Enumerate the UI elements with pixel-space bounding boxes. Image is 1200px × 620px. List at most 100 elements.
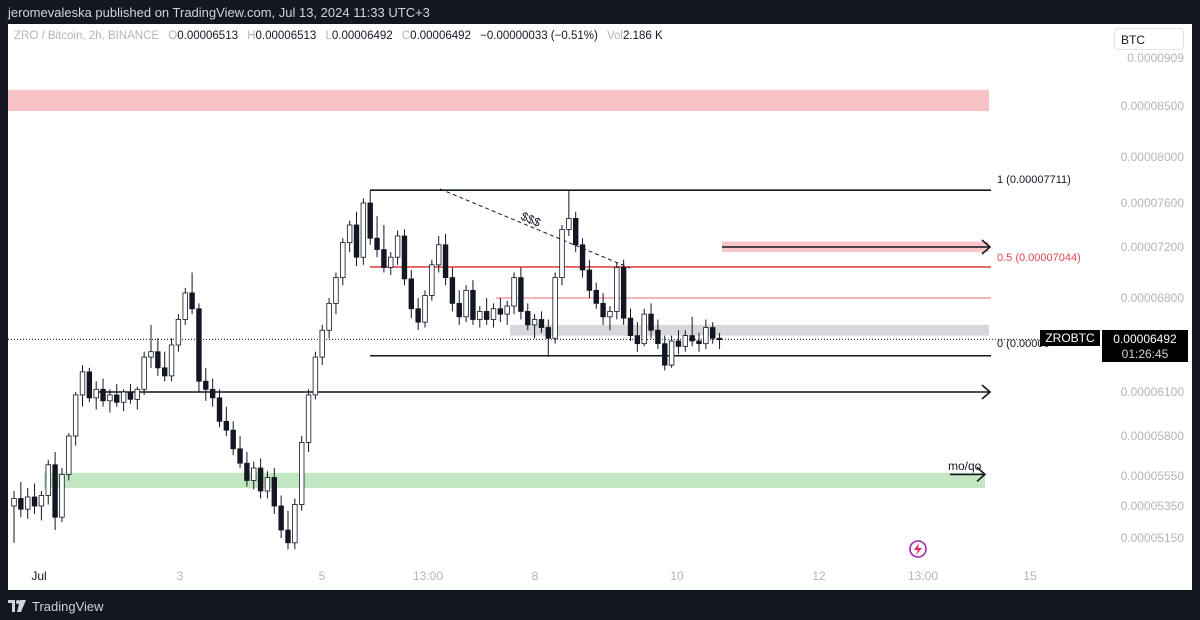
candle — [545, 319, 551, 358]
candle-body — [401, 235, 408, 280]
legend-change: −0.00000033 (−0.51%) — [480, 30, 598, 42]
legend-l-label: L — [325, 30, 332, 42]
candle — [429, 259, 435, 301]
candle — [682, 330, 688, 352]
candle — [319, 324, 325, 366]
candle — [278, 495, 284, 538]
candle — [333, 272, 339, 315]
candle-body — [216, 397, 223, 422]
candle — [435, 236, 442, 273]
candle — [292, 498, 298, 550]
candle — [696, 332, 702, 352]
candle — [559, 225, 565, 286]
candle-body — [463, 289, 469, 318]
candle-body — [662, 343, 668, 366]
candle — [675, 330, 682, 355]
candle-body — [415, 308, 421, 323]
candle — [11, 491, 17, 543]
candle-body — [120, 391, 127, 403]
candle — [360, 198, 367, 265]
candle — [161, 351, 168, 382]
candle-body — [470, 289, 476, 320]
candle — [196, 303, 202, 392]
candle — [511, 272, 517, 315]
candle-body — [573, 217, 579, 246]
candle — [367, 190, 373, 245]
candle-body — [340, 242, 346, 279]
candle — [518, 267, 524, 320]
candle-body — [161, 367, 168, 377]
candle-body — [230, 429, 236, 450]
price-axis[interactable]: 0.0000909 0.00008500 0.00008000 0.00007600 0… — [1121, 51, 1185, 545]
ray-moqo-arrow — [976, 466, 987, 483]
candle-body — [271, 477, 277, 507]
y-tick-label: 0.00006800 — [1121, 291, 1185, 305]
candle — [237, 436, 243, 468]
candle-body — [244, 462, 250, 481]
candle — [38, 491, 45, 521]
candle-body — [86, 371, 93, 399]
x-tick-label: 5 — [319, 569, 326, 583]
candle — [271, 468, 277, 514]
chart-panel[interactable]: 0.0000909 0.00008500 0.00008000 0.00007600 0… — [8, 24, 1192, 590]
legend-h-value: 0.00006513 — [255, 30, 317, 42]
candle-body — [586, 269, 593, 291]
candle-body — [388, 256, 394, 268]
chart-legend: ZRO / Bitcoin, 2h, BINANCE O0.00006513 H… — [14, 30, 663, 42]
y-tick-label: 0.00005550 — [1121, 469, 1185, 483]
y-tick-label: 0.00008500 — [1121, 99, 1185, 113]
price-tag-price: 0.00006492 — [1113, 332, 1177, 346]
candle-body — [11, 498, 17, 507]
candle — [716, 332, 723, 350]
candle-body — [566, 217, 572, 230]
candle-body — [710, 327, 716, 339]
x-tick-label: 15 — [1023, 569, 1037, 583]
candle — [566, 190, 572, 236]
candle-body — [189, 292, 195, 310]
candle — [100, 378, 106, 407]
legend-l-value: 0.00006492 — [331, 30, 393, 42]
candle-body — [333, 277, 339, 304]
y-tick-label: 0.00007200 — [1121, 240, 1185, 254]
candle — [620, 259, 627, 325]
chart-svg[interactable]: 0.0000909 0.00008500 0.00008000 0.00007600 0… — [8, 24, 1192, 590]
candle — [86, 367, 93, 403]
candle — [209, 378, 216, 407]
candle-body — [483, 311, 490, 320]
candle-body — [422, 295, 428, 323]
candle — [586, 259, 593, 298]
y-tick-label: 0.00007600 — [1121, 196, 1185, 210]
legend-vol-value: 2.186 K — [623, 30, 663, 42]
y-tick-label: 0.0000909 — [1127, 51, 1184, 65]
candle — [600, 292, 606, 325]
candle-body — [203, 380, 209, 390]
zone-supply-0 — [8, 89, 989, 112]
candle-body — [196, 308, 202, 382]
price-tag-value-bg — [1102, 330, 1188, 362]
candle — [340, 238, 346, 286]
candle-body — [100, 388, 106, 402]
candle — [607, 306, 613, 331]
candle-body — [168, 344, 175, 377]
candle-body — [134, 388, 140, 400]
lightning-icon[interactable] — [909, 540, 927, 558]
candle-body — [346, 224, 353, 244]
time-axis[interactable]: Jul 3 5 13:00 8 10 12 13:00 15 — [8, 564, 1192, 590]
candle-body — [353, 224, 360, 258]
candle — [326, 298, 332, 339]
candle-body — [251, 467, 257, 481]
candle-body — [490, 308, 497, 320]
candle — [353, 211, 360, 267]
currency-button[interactable]: BTC — [1114, 28, 1184, 50]
candle-body — [518, 277, 524, 312]
candle-body — [449, 277, 456, 304]
dashed-trendline — [439, 188, 631, 269]
candle-body — [600, 302, 606, 318]
legend-vol-label: Vol — [607, 30, 623, 42]
candle — [175, 314, 182, 352]
candle-body — [381, 249, 387, 268]
candle — [374, 216, 380, 258]
candle — [244, 452, 250, 487]
candle-body — [45, 464, 51, 496]
